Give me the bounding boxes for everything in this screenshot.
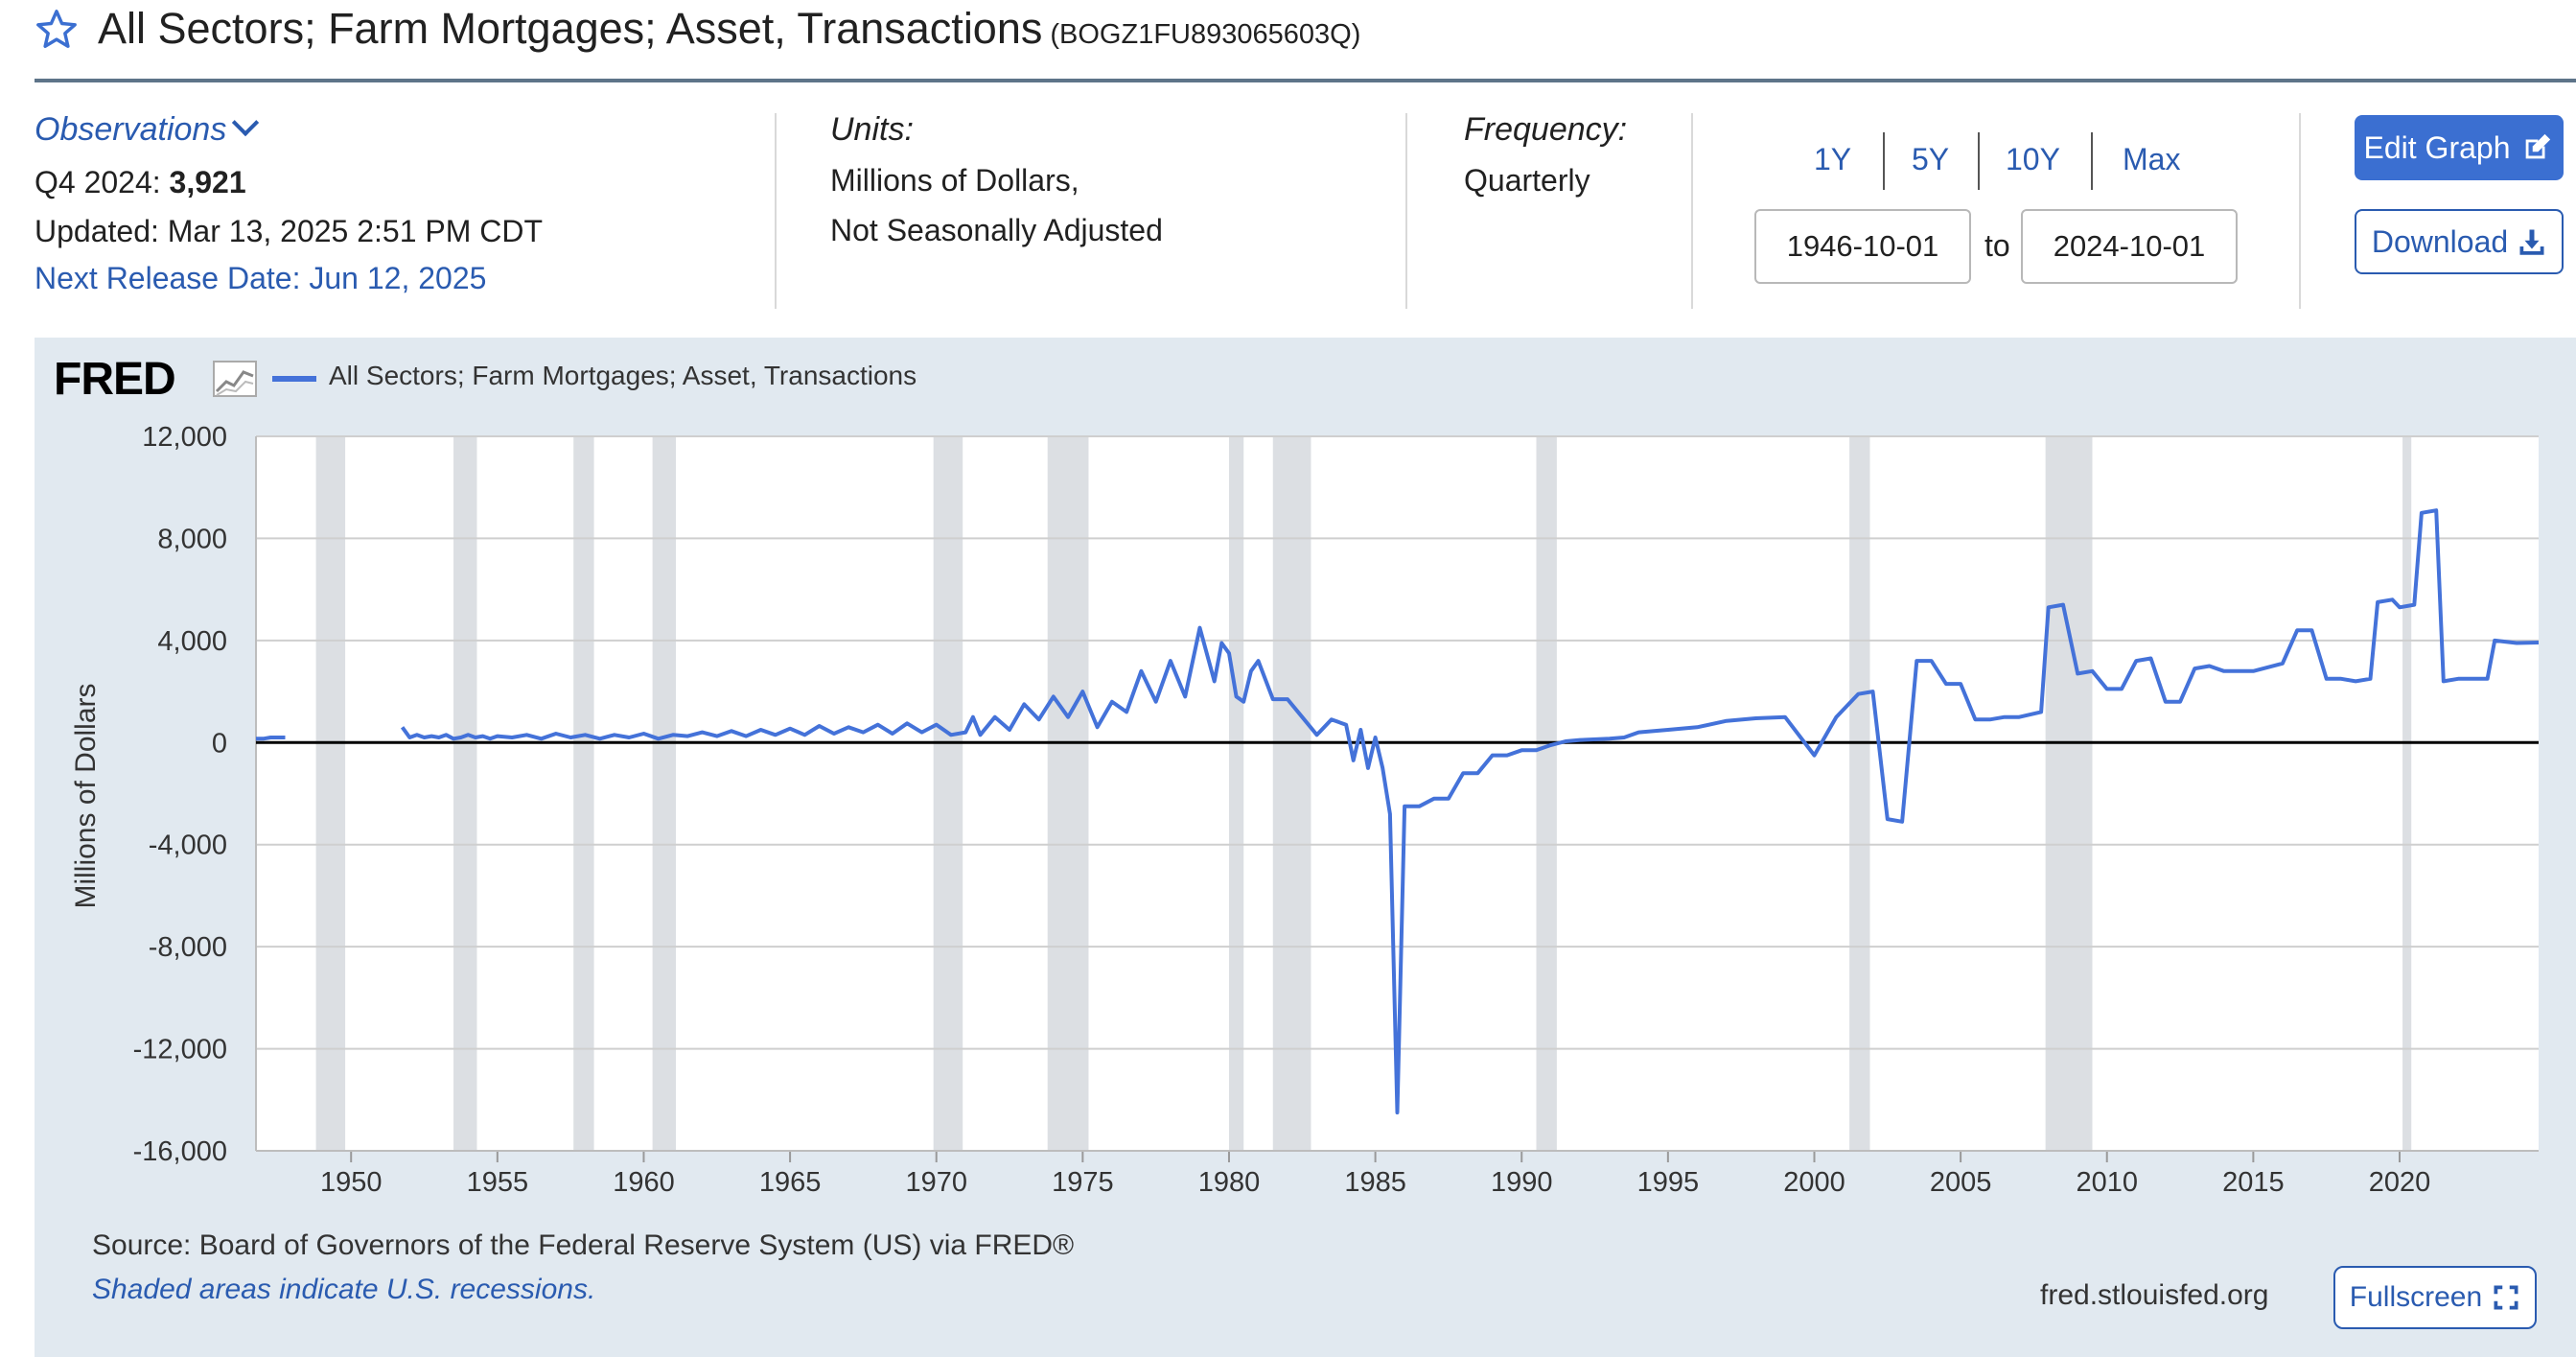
info-divider xyxy=(1691,113,1693,309)
recession-band xyxy=(453,436,477,1151)
x-tick-label: 1990 xyxy=(1491,1167,1553,1198)
range-10y-button[interactable]: 10Y xyxy=(2006,142,2060,176)
y-tick-label: -16,000 xyxy=(133,1136,227,1167)
obs-value: 3,921 xyxy=(169,165,246,199)
header-divider xyxy=(35,79,2576,82)
units-label: Units: xyxy=(830,111,914,148)
units-line-2: Not Seasonally Adjusted xyxy=(830,213,1163,247)
start-date-input[interactable] xyxy=(1754,209,1971,284)
x-tick-label: 2015 xyxy=(2222,1167,2285,1198)
recession-band xyxy=(933,436,963,1151)
y-axis-label: Millions of Dollars xyxy=(70,683,102,909)
recession-note: Shaded areas indicate U.S. recessions. xyxy=(92,1274,596,1305)
range-separator xyxy=(1978,132,1980,190)
obs-period: Q4 2024: xyxy=(35,165,161,199)
y-tick-label: 12,000 xyxy=(142,422,227,453)
x-tick-label: 2000 xyxy=(1783,1167,1845,1198)
site-link[interactable]: fred.stlouisfed.org xyxy=(2040,1279,2269,1311)
recession-band xyxy=(573,436,594,1151)
chart-source: Source: Board of Governors of the Federa… xyxy=(92,1229,1075,1261)
end-date-input[interactable] xyxy=(2021,209,2238,284)
range-separator xyxy=(1883,132,1885,190)
y-tick-label: -8,000 xyxy=(149,932,227,963)
x-tick-label: 2005 xyxy=(1930,1167,1992,1198)
series-title: All Sectors; Farm Mortgages; Asset, Tran… xyxy=(98,4,1043,53)
legend-label: All Sectors; Farm Mortgages; Asset, Tran… xyxy=(329,361,917,390)
updated-time: Updated: Mar 13, 2025 2:51 PM CDT xyxy=(35,214,544,248)
download-label: Download xyxy=(2371,223,2509,259)
recession-band xyxy=(652,436,677,1151)
range-1y-button[interactable]: 1Y xyxy=(1814,142,1852,176)
edit-icon xyxy=(2526,133,2551,159)
edit-graph-label: Edit Graph xyxy=(2363,129,2511,165)
fred-chart-icon xyxy=(213,361,257,397)
recession-band xyxy=(2045,436,2093,1151)
x-tick-label: 1950 xyxy=(320,1167,383,1198)
plot-background xyxy=(256,436,2539,1151)
observations-label: Observations xyxy=(35,111,227,148)
download-icon xyxy=(2519,229,2544,255)
x-tick-label: 1985 xyxy=(1344,1167,1406,1198)
fullscreen-button[interactable]: Fullscreen xyxy=(2333,1266,2537,1329)
page-title: All Sectors; Farm Mortgages; Asset, Tran… xyxy=(98,4,1360,54)
y-tick-label: -4,000 xyxy=(149,831,227,861)
y-tick-label: 8,000 xyxy=(157,524,227,554)
fred-logo: FRED xyxy=(54,354,176,405)
range-5y-button[interactable]: 5Y xyxy=(1912,142,1950,176)
x-tick-label: 1965 xyxy=(759,1167,822,1198)
x-tick-label: 1960 xyxy=(613,1167,675,1198)
series-line xyxy=(400,508,2540,1115)
units-line-1: Millions of Dollars, xyxy=(830,163,1079,198)
y-tick-label: 0 xyxy=(212,728,227,759)
recession-band xyxy=(1849,436,1870,1151)
range-max-button[interactable]: Max xyxy=(2123,142,2181,176)
fullscreen-icon xyxy=(2494,1285,2518,1310)
to-label: to xyxy=(1984,228,2010,263)
download-button[interactable]: Download xyxy=(2355,209,2564,274)
frequency-value: Quarterly xyxy=(1464,163,1590,198)
frequency-label: Frequency: xyxy=(1464,111,1628,148)
series-id: (BOGZ1FU893065603Q) xyxy=(1050,19,1361,50)
series-line xyxy=(256,736,286,741)
x-tick-label: 2020 xyxy=(2369,1167,2431,1198)
recession-band xyxy=(1047,436,1089,1151)
x-tick-label: 1975 xyxy=(1052,1167,1114,1198)
observations-dropdown[interactable]: Observations xyxy=(35,108,260,149)
x-tick-label: 1970 xyxy=(905,1167,967,1198)
next-release-link[interactable]: Next Release Date: Jun 12, 2025 xyxy=(35,261,487,295)
edit-graph-button[interactable]: Edit Graph xyxy=(2355,115,2564,180)
x-tick-label: 1980 xyxy=(1198,1167,1261,1198)
recession-band xyxy=(315,436,346,1151)
recession-band xyxy=(1536,436,1557,1151)
info-divider xyxy=(2299,113,2301,309)
range-separator xyxy=(2091,132,2093,190)
recession-band xyxy=(1228,436,1244,1151)
info-divider xyxy=(1405,113,1407,309)
y-tick-label: 4,000 xyxy=(157,626,227,657)
legend-swatch xyxy=(272,376,316,382)
y-tick-label: -12,000 xyxy=(133,1035,227,1065)
x-tick-label: 1995 xyxy=(1637,1167,1700,1198)
x-tick-label: 1955 xyxy=(467,1167,529,1198)
recession-band xyxy=(2402,436,2412,1151)
fullscreen-label: Fullscreen xyxy=(2349,1281,2483,1313)
recession-band xyxy=(1272,436,1311,1151)
star-icon[interactable] xyxy=(35,8,79,52)
latest-observation: Q4 2024: 3,921 xyxy=(35,165,246,200)
info-divider xyxy=(775,113,777,309)
x-tick-label: 2010 xyxy=(2076,1167,2138,1198)
